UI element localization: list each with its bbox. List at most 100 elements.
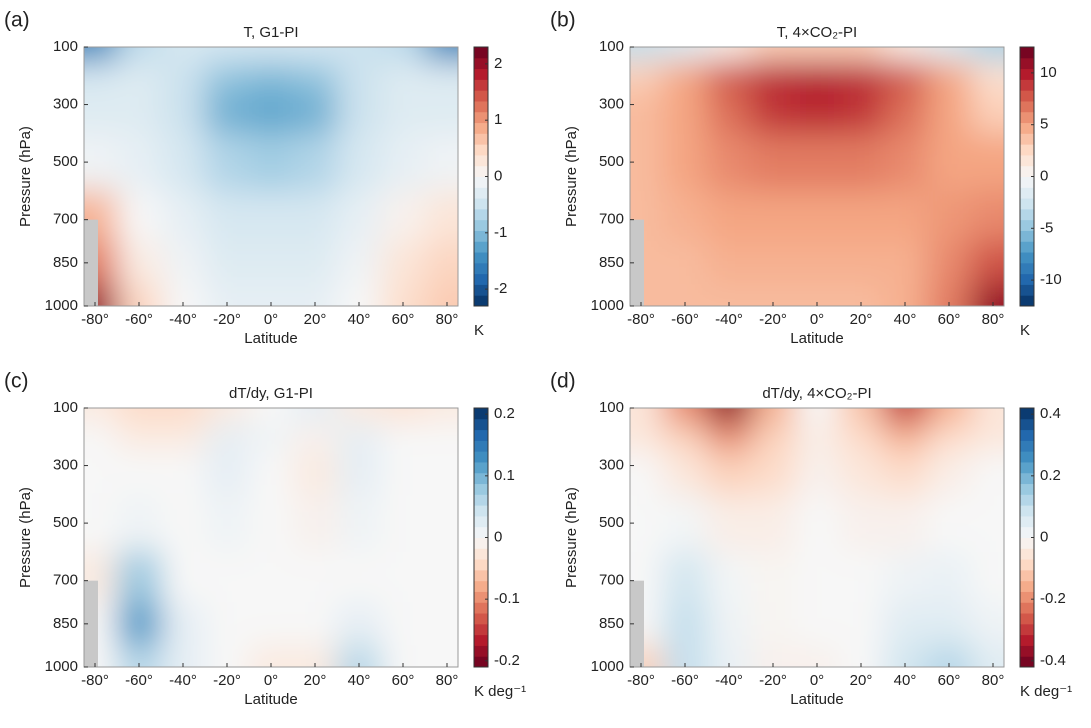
- colorbar-step: [474, 526, 488, 538]
- x-tick-label: -20°: [213, 672, 241, 689]
- colorbar-step: [1020, 537, 1034, 549]
- cell: [839, 602, 884, 646]
- cell: [663, 645, 708, 667]
- x-tick-label: -80°: [627, 672, 655, 689]
- cell: [795, 284, 840, 306]
- cell: [205, 422, 250, 452]
- x-tick-label: 20°: [850, 311, 873, 328]
- panel-label: (c): [4, 370, 29, 393]
- x-axis-label: Latitude: [790, 691, 843, 708]
- cell: [883, 133, 928, 192]
- cell: [161, 422, 206, 452]
- colorbar-label: K: [474, 322, 484, 339]
- x-tick-label: 0°: [810, 672, 824, 689]
- colorbar-step: [474, 176, 488, 188]
- cell: [927, 190, 972, 242]
- cell: [293, 645, 338, 667]
- field-clip: [84, 47, 458, 306]
- cell: [751, 494, 796, 553]
- cell: [663, 451, 708, 495]
- colorbar-step: [1020, 68, 1034, 80]
- cell: [337, 47, 382, 62]
- cell: [707, 284, 752, 306]
- colorbar-step: [474, 90, 488, 102]
- colorbar-tick-label: -0.4: [1040, 652, 1066, 669]
- x-axis-label: Latitude: [790, 330, 843, 347]
- cell: [425, 451, 458, 495]
- land-mask: [84, 580, 98, 667]
- colorbar-step: [474, 230, 488, 242]
- colorbar-step: [1020, 144, 1034, 156]
- colorbar-step: [1020, 548, 1034, 560]
- colorbar-step: [474, 187, 488, 199]
- y-tick-label: 1000: [45, 658, 78, 675]
- colorbar-step: [474, 68, 488, 80]
- cell: [249, 190, 294, 242]
- cell: [971, 422, 1004, 452]
- colorbar-tick-label: -0.2: [1040, 590, 1066, 607]
- colorbar-step: [1020, 295, 1034, 307]
- cell: [839, 645, 884, 667]
- cell: [161, 451, 206, 495]
- cell: [381, 190, 426, 242]
- colorbar-tick-label: 0.2: [1040, 467, 1061, 484]
- cell: [205, 61, 250, 91]
- cell: [751, 190, 796, 242]
- cell: [883, 241, 928, 285]
- colorbar-step: [1020, 559, 1034, 571]
- colorbar-step: [474, 284, 488, 296]
- cell: [883, 422, 928, 452]
- cell: [293, 602, 338, 646]
- cell: [883, 408, 928, 423]
- cell: [707, 551, 752, 603]
- cell: [927, 90, 972, 134]
- colorbar-step: [474, 198, 488, 210]
- colorbar-step: [1020, 461, 1034, 474]
- cell: [795, 451, 840, 495]
- cell: [205, 90, 250, 134]
- cell: [971, 551, 1004, 603]
- cell: [663, 602, 708, 646]
- cell: [84, 133, 118, 192]
- colorbar-step: [1020, 494, 1034, 506]
- colorbar-step: [474, 47, 488, 59]
- y-tick-label: 850: [599, 254, 624, 271]
- colorbar-step: [474, 100, 488, 113]
- y-tick-label: 850: [53, 254, 78, 271]
- colorbar-tick-label: 0: [494, 528, 502, 545]
- field-clip: [84, 408, 458, 667]
- cell: [381, 422, 426, 452]
- x-tick-label: -20°: [213, 311, 241, 328]
- colorbar-step: [474, 144, 488, 156]
- cell: [883, 47, 928, 62]
- colorbar-step: [1020, 100, 1034, 113]
- x-tick-label: 0°: [264, 311, 278, 328]
- y-tick-label: 700: [53, 572, 78, 589]
- cell: [337, 494, 382, 553]
- cell: [337, 90, 382, 134]
- x-tick-label: 0°: [810, 311, 824, 328]
- colorbar-step: [1020, 515, 1034, 528]
- cell: [971, 61, 1004, 91]
- x-axis-label: Latitude: [244, 691, 297, 708]
- land-mask: [84, 219, 98, 306]
- cell: [249, 494, 294, 553]
- cell: [839, 90, 884, 134]
- cell: [249, 645, 294, 667]
- cell: [425, 90, 458, 134]
- cell: [117, 284, 162, 306]
- cell: [630, 47, 664, 62]
- colorbar-step: [1020, 284, 1034, 296]
- cell: [293, 408, 338, 423]
- cell: [117, 451, 162, 495]
- colorbar-step: [474, 645, 488, 657]
- cell: [883, 551, 928, 603]
- x-tick-label: 60°: [392, 311, 415, 328]
- cell: [971, 494, 1004, 553]
- cell: [751, 422, 796, 452]
- cell: [707, 494, 752, 553]
- cell: [205, 451, 250, 495]
